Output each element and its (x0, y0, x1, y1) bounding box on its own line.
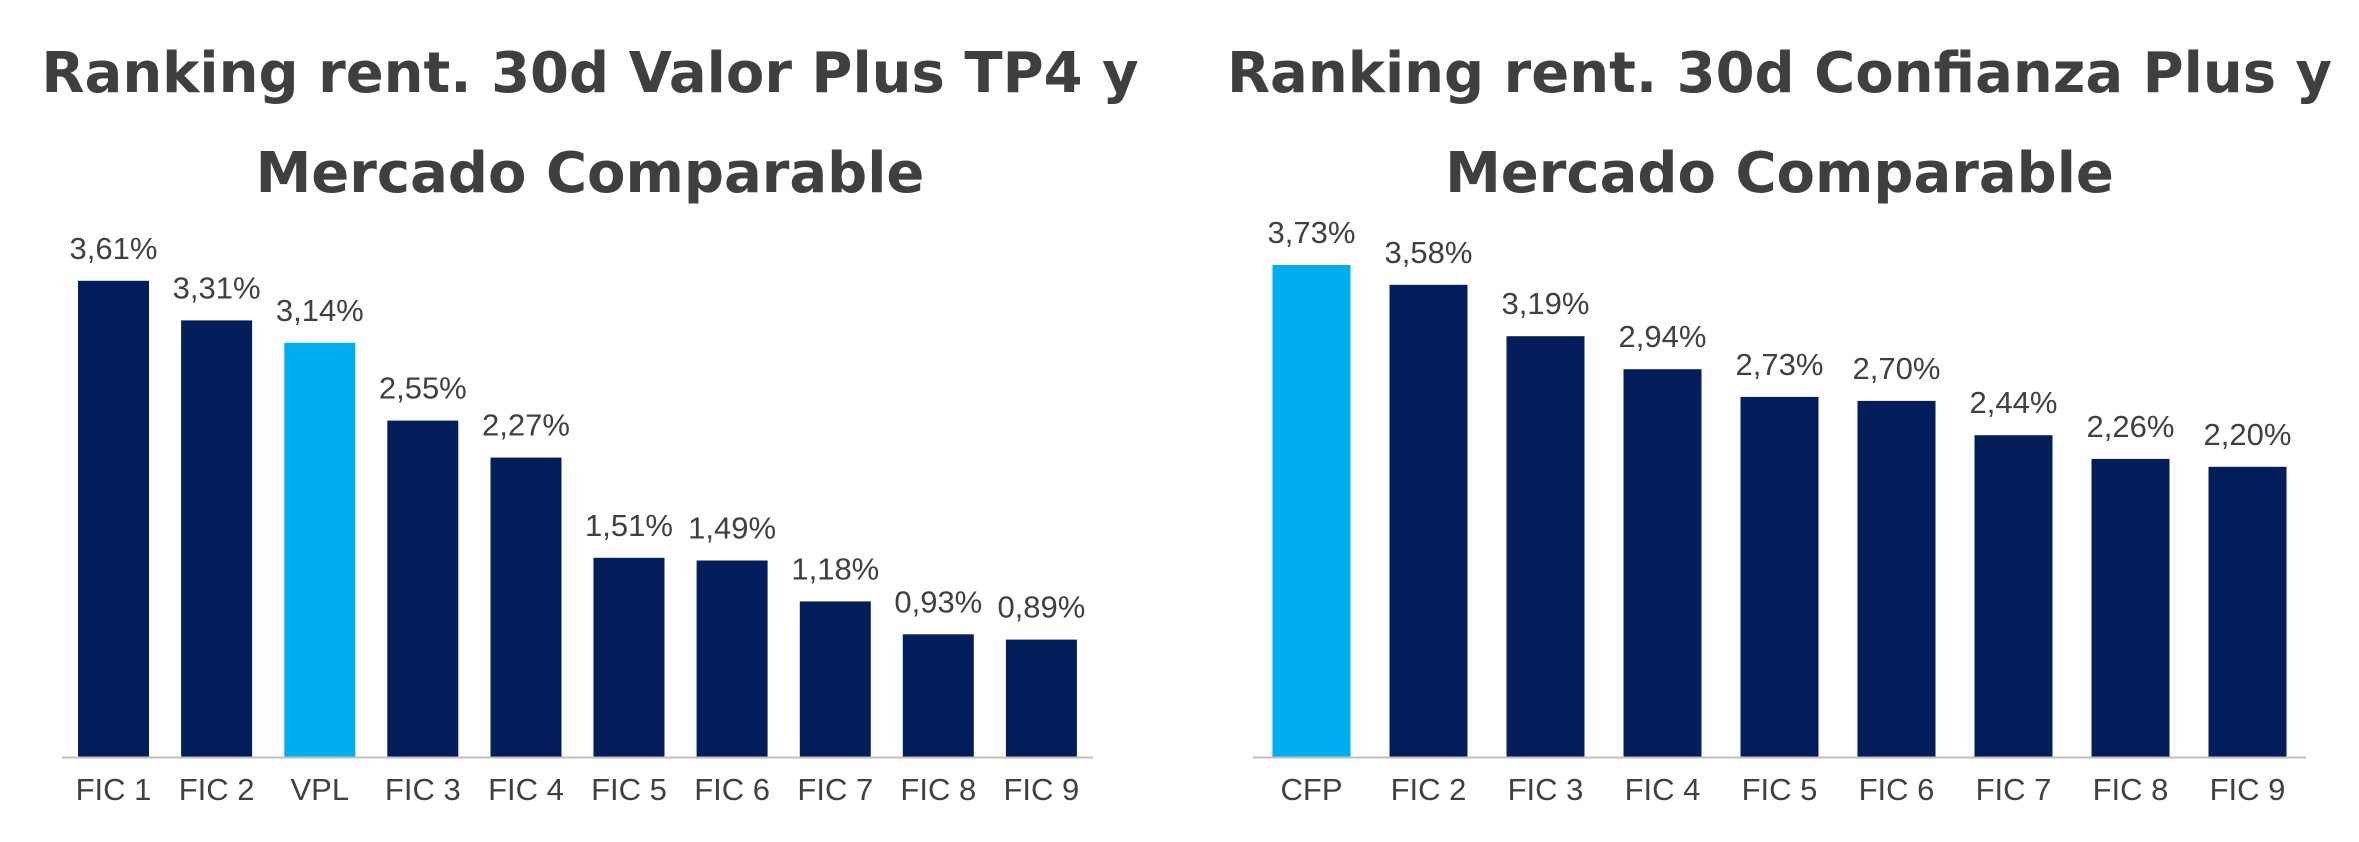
data-label: 2,44% (1970, 385, 2058, 420)
data-label: 3,19% (1502, 286, 1590, 321)
x-tick-label: FIC 5 (1742, 772, 1818, 807)
data-label: 3,73% (1268, 215, 1356, 250)
bar-fic-1 (78, 280, 149, 757)
plot-area: 3,61% FIC 1 3,31% FIC 2 3,14% VPL 2,55% FIC 3 2,… (62, 231, 1093, 807)
data-label: 3,31% (173, 270, 261, 305)
x-tick-label: FIC 9 (2210, 772, 2286, 807)
bar-fic-9 (2208, 466, 2287, 757)
x-tick-label: FIC 5 (591, 772, 667, 807)
data-label: 3,61% (70, 231, 158, 266)
data-label: 2,20% (2204, 417, 2292, 452)
x-tick-label: FIC 6 (694, 772, 770, 807)
bar-fic-3 (1506, 336, 1585, 757)
x-tick-label: FIC 3 (1508, 772, 1584, 807)
bar-fic-4 (490, 457, 562, 757)
x-tick-label: VPL (290, 772, 349, 807)
data-label: 2,55% (379, 371, 467, 406)
chart-right: Ranking rent. 30d Confianza Plus y Merca… (1200, 0, 2359, 842)
chart-title: Ranking rent. 30d Confianza Plus y Merca… (1226, 41, 2333, 206)
bar-fic-5 (593, 557, 665, 757)
bar-fic-5 (1740, 396, 1819, 757)
bar-fic-6 (1857, 400, 1936, 757)
x-tick-label: FIC 8 (2093, 772, 2169, 807)
data-label: 2,27% (482, 408, 570, 443)
bar-fic-7 (1974, 435, 2053, 757)
data-label: 0,89% (997, 590, 1085, 625)
x-tick-label: FIC 7 (1976, 772, 2052, 807)
x-tick-label: FIC 2 (179, 772, 255, 807)
x-tick-label: FIC 4 (1625, 772, 1701, 807)
x-tick-label: FIC 9 (1004, 772, 1080, 807)
x-tick-label: FIC 1 (76, 772, 152, 807)
x-tick-label: CFP (1281, 772, 1343, 807)
bar-fic-8 (902, 634, 974, 757)
chart-title: Ranking rent. 30d Valor Plus TP4 y Merca… (41, 41, 1139, 206)
bar-cfp (1272, 265, 1351, 757)
data-label: 2,70% (1853, 351, 1941, 386)
bar-fic-3 (387, 420, 459, 757)
x-tick-label: FIC 8 (900, 772, 976, 807)
bar-fic-7 (799, 601, 871, 757)
x-tick-label: FIC 4 (488, 772, 564, 807)
data-label: 0,93% (894, 584, 982, 619)
data-label: 3,58% (1385, 235, 1473, 270)
data-label: 3,14% (276, 293, 364, 328)
x-tick-label: FIC 3 (385, 772, 461, 807)
data-label: 1,51% (585, 508, 673, 543)
x-tick-label: FIC 7 (797, 772, 873, 807)
data-label: 1,49% (688, 511, 776, 546)
bar-fic-8 (2091, 458, 2170, 757)
x-tick-label: FIC 6 (1859, 772, 1935, 807)
data-label: 2,26% (2087, 409, 2175, 444)
data-label: 1,18% (791, 551, 879, 586)
bar-fic-4 (1623, 369, 1702, 757)
bar-fic-2 (181, 320, 253, 757)
bar-fic-6 (696, 560, 768, 757)
bar-fic-9 (1005, 639, 1077, 757)
bar-vpl (284, 342, 356, 757)
chart-left: Ranking rent. 30d Valor Plus TP4 y Merca… (41, 41, 1139, 807)
data-label: 2,94% (1619, 319, 1707, 354)
bar-fic-2 (1389, 284, 1468, 757)
plot-area: 3,73% CFP 3,58% FIC 2 3,19% FIC 3 2,94% FIC 4 2,… (1253, 215, 2306, 807)
data-label: 2,73% (1736, 347, 1824, 382)
x-tick-label: FIC 2 (1391, 772, 1467, 807)
